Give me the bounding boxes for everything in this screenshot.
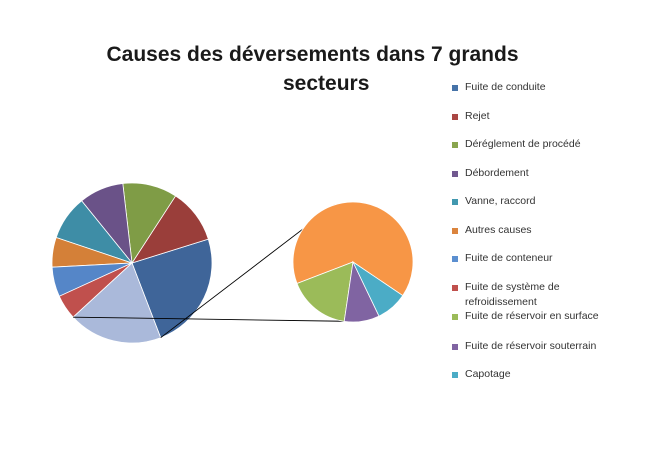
legend-label: Fuite de conduite bbox=[465, 81, 546, 93]
legend-label: Débordement bbox=[465, 167, 529, 179]
legend-swatch bbox=[452, 314, 458, 320]
main-pie bbox=[51, 182, 213, 344]
main-pie-slice-fuite-de-conduite bbox=[131, 238, 213, 339]
legend-swatch bbox=[452, 256, 458, 262]
legend-label: Fuite de réservoir souterrain bbox=[465, 340, 597, 352]
legend-label: Autres causes bbox=[465, 224, 532, 236]
chart-title-line-2: secteurs bbox=[283, 72, 370, 95]
secondary-pie-slice-autres-causes bbox=[292, 201, 414, 297]
legend-label: Rejet bbox=[465, 110, 490, 122]
legend-label: Fuite de système de refroidissement bbox=[465, 281, 560, 308]
legend-label: Déréglement de procédé bbox=[465, 138, 581, 150]
legend-swatch bbox=[452, 344, 458, 350]
legend-swatch bbox=[452, 171, 458, 177]
legend-swatch bbox=[452, 199, 458, 205]
secondary-pie-slice-fuite-de-r-servoir-en-surface bbox=[296, 261, 354, 322]
chart-title: Causes des déversements dans 7 grands se… bbox=[95, 40, 545, 98]
legend-swatch bbox=[452, 142, 458, 148]
legend-swatch bbox=[452, 85, 458, 91]
legend-swatch bbox=[452, 372, 458, 378]
legend-swatch bbox=[452, 285, 458, 291]
secondary-pie bbox=[292, 201, 414, 323]
chart-title-line-1: Causes des déversements dans 7 grands bbox=[106, 43, 519, 66]
secondary-pie-slice-capotage bbox=[351, 260, 404, 317]
legend-label: Fuite de réservoir en surface bbox=[465, 310, 599, 322]
legend-label: Vanne, raccord bbox=[465, 195, 536, 207]
connector-line-bottom bbox=[73, 316, 344, 322]
legend-label: Fuite de conteneur bbox=[465, 252, 553, 264]
legend-swatch bbox=[452, 114, 458, 120]
legend-label: Capotage bbox=[465, 368, 511, 380]
main-pie-slice-autre bbox=[72, 262, 162, 344]
legend-swatch bbox=[452, 228, 458, 234]
